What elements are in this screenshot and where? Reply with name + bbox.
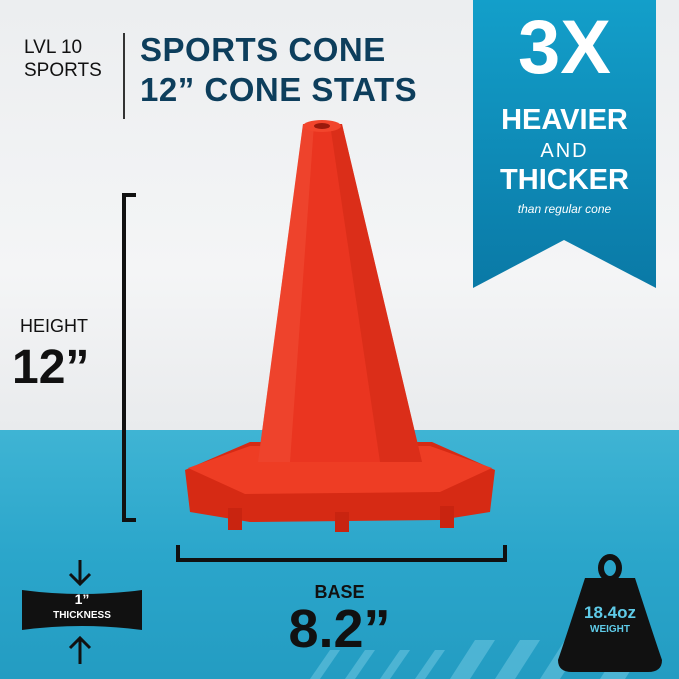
height-value: 12” [12, 341, 90, 394]
thickness-label: THICKNESS [53, 610, 111, 621]
thickness-arrows [68, 560, 92, 664]
thickness-badge [22, 590, 142, 630]
ribbon-and: AND [540, 140, 589, 162]
height-bracket [122, 193, 136, 522]
weight-icon [558, 554, 662, 672]
base-label: BASE [314, 582, 365, 602]
title-line2: 12” CONE STATS [140, 71, 418, 108]
base-value: 8.2” [288, 599, 391, 659]
brand-logo: LVL 10 SPORTS [24, 36, 102, 82]
ribbon-multiplier: 3X [518, 5, 611, 90]
ribbon-thicker: THICKER [500, 164, 629, 196]
thickness-value: 1” [74, 591, 90, 607]
weight-label: WEIGHT [590, 624, 630, 635]
brand-line1: LVL 10 [24, 37, 83, 58]
weight-value: 18.4oz [584, 603, 636, 622]
ribbon-heavier: HEAVIER [501, 104, 628, 136]
ribbon-note: than regular cone [517, 202, 612, 216]
height-label: HEIGHT [20, 316, 89, 336]
header-divider [123, 33, 125, 119]
title-line1: SPORTS CONE [140, 31, 386, 68]
promo-ribbon [473, 0, 656, 288]
page-title: SPORTS CONE 12” CONE STATS [140, 30, 417, 110]
base-bracket [176, 545, 507, 562]
brand-line2: SPORTS [24, 60, 102, 81]
